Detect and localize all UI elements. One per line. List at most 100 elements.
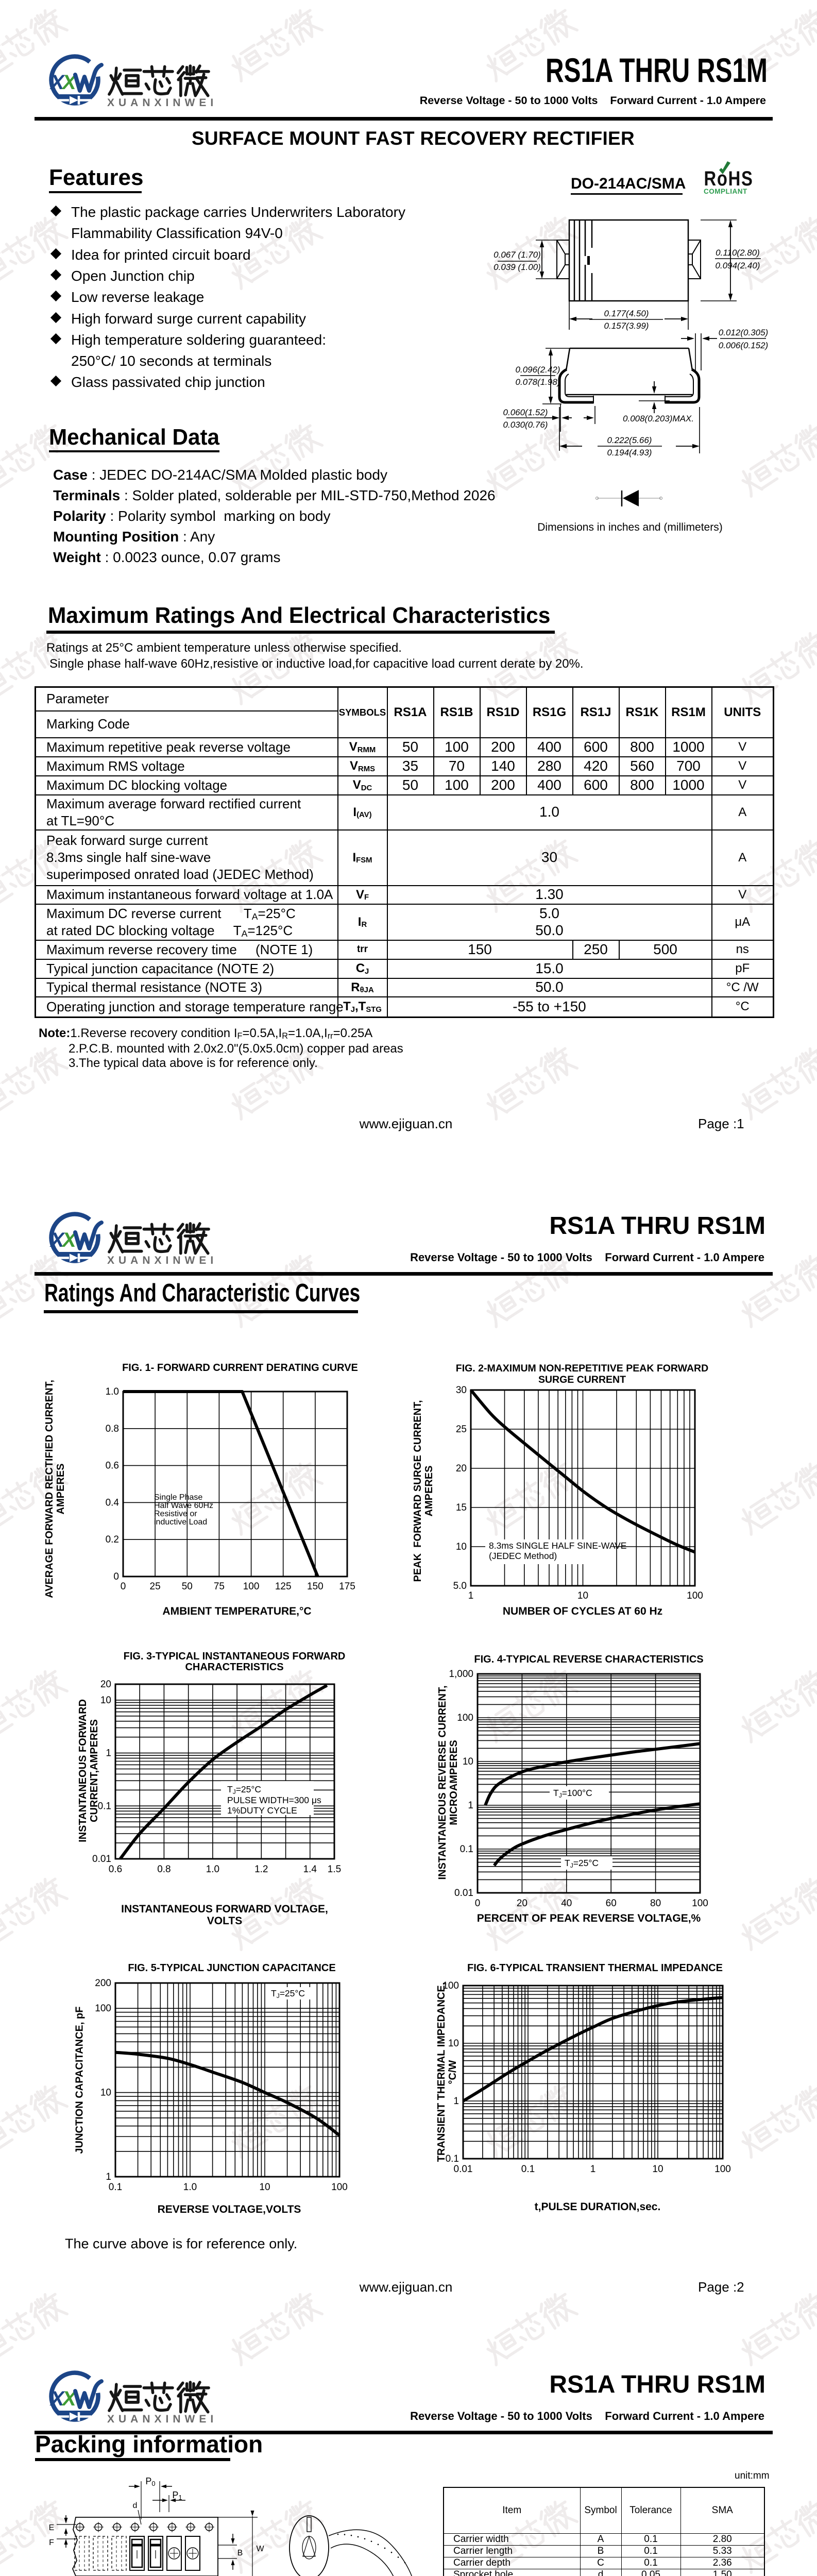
svg-text:X: X [49,1229,65,1251]
svg-text:0: 0 [121,1581,126,1592]
svg-text:0.039 (1.00): 0.039 (1.00) [493,262,541,272]
svg-text:50: 50 [182,1581,193,1592]
svg-text:0.067 (1.70): 0.067 (1.70) [493,250,541,260]
svg-text:0.060(1.52): 0.060(1.52) [503,408,548,417]
svg-text:P0: P0 [145,2476,155,2487]
svg-text:P1: P1 [172,2490,182,2501]
svg-text:0.030(0.76): 0.030(0.76) [503,420,548,430]
svg-text:0.01: 0.01 [92,1854,111,1865]
svg-text:TJ=25°C: TJ=25°C [227,1784,261,1795]
svg-text:200: 200 [95,1978,111,1989]
svg-text:F: F [49,2538,54,2547]
svg-text:0.8: 0.8 [106,1423,119,1434]
svg-text:1.0: 1.0 [206,1864,219,1875]
svg-text:X: X [49,2387,65,2410]
svg-text:1.0: 1.0 [106,1386,119,1397]
svg-text:B: B [237,2549,243,2557]
svg-text:8.3ms SINGLE HALF SINE-WAVE: 8.3ms SINGLE HALF SINE-WAVE [489,1540,626,1551]
svg-text:100: 100 [331,2182,348,2193]
svg-text:0.2: 0.2 [106,1534,119,1545]
svg-text:Single Phase: Single Phase [154,1493,202,1502]
svg-text:1: 1 [106,1748,111,1759]
svg-text:0: 0 [475,1898,481,1909]
svg-text:100: 100 [714,2164,731,2175]
svg-text:20: 20 [100,1679,111,1690]
svg-text:1.5: 1.5 [328,1864,341,1875]
svg-text:1: 1 [106,2172,111,2182]
svg-text:Resistive or: Resistive or [154,1510,197,1518]
svg-text:0.8: 0.8 [157,1864,171,1875]
svg-text:25: 25 [150,1581,161,1592]
svg-text:Half Wave 60Hz: Half Wave 60Hz [154,1501,213,1510]
svg-text:TJ=25°C: TJ=25°C [565,1858,599,1869]
svg-text:1: 1 [590,2164,596,2175]
svg-text:0.222(5.66): 0.222(5.66) [607,435,652,445]
svg-text:1: 1 [468,1800,473,1811]
svg-text:15: 15 [456,1502,467,1513]
svg-text:0.1: 0.1 [98,1801,111,1811]
svg-text:1.0: 1.0 [183,2182,197,2193]
svg-text:0.1: 0.1 [109,2182,122,2193]
svg-text:100: 100 [692,1898,708,1909]
svg-text:0.110(2.80): 0.110(2.80) [716,248,760,258]
svg-text:10: 10 [448,2038,459,2049]
svg-text:10: 10 [652,2164,663,2175]
svg-text:0.096(2.42): 0.096(2.42) [516,365,560,375]
svg-text:0.078(1.98): 0.078(1.98) [516,377,560,387]
svg-text:TJ=100°C: TJ=100°C [553,1788,592,1799]
svg-text:10: 10 [259,2182,270,2193]
svg-text:0.6: 0.6 [109,1864,122,1875]
svg-text:10: 10 [100,2088,111,2098]
svg-text:60: 60 [606,1898,617,1909]
svg-text:1: 1 [468,1590,474,1601]
svg-text:TJ=25°C: TJ=25°C [271,1988,305,1999]
svg-text:0.006(0.152): 0.006(0.152) [719,341,768,350]
svg-text:0: 0 [113,1571,119,1582]
svg-text:0.1: 0.1 [460,1844,473,1855]
svg-text:0.1: 0.1 [521,2164,535,2175]
svg-text:W: W [256,2545,264,2553]
svg-text:75: 75 [214,1581,225,1592]
svg-text:1.2: 1.2 [254,1864,268,1875]
svg-text:0.177(4.50): 0.177(4.50) [604,309,649,318]
svg-text:10: 10 [463,1756,473,1767]
svg-text:0.194(4.93): 0.194(4.93) [607,448,652,457]
svg-text:0.6: 0.6 [106,1461,119,1471]
svg-text:175: 175 [339,1581,355,1592]
svg-text:10: 10 [577,1590,588,1601]
svg-text:100: 100 [243,1581,260,1592]
svg-text:100: 100 [95,2003,111,2014]
svg-text:E: E [49,2523,55,2532]
svg-text:80: 80 [650,1898,661,1909]
svg-text:0.01: 0.01 [454,1888,473,1899]
svg-text:1,000: 1,000 [449,1669,473,1680]
svg-text:RoHS: RoHS [704,167,753,190]
svg-text:40: 40 [561,1898,572,1909]
svg-text:10: 10 [456,1541,467,1552]
svg-text:COMPLIANT: COMPLIANT [704,188,747,195]
svg-text:0.1: 0.1 [446,2154,459,2164]
svg-text:5.0: 5.0 [453,1581,467,1591]
svg-text:inductive Load: inductive Load [154,1518,207,1527]
svg-text:10: 10 [100,1695,111,1706]
svg-text:150: 150 [307,1581,324,1592]
svg-text:100: 100 [687,1590,703,1601]
svg-text:125: 125 [275,1581,292,1592]
svg-text:100: 100 [457,1713,473,1723]
svg-text:0.157(3.99): 0.157(3.99) [604,321,649,331]
svg-text:0.008(0.203)MAX.: 0.008(0.203)MAX. [623,414,694,423]
svg-text:1.4: 1.4 [303,1864,317,1875]
svg-text:0.094(2.40): 0.094(2.40) [716,261,760,270]
svg-text:PULSE WIDTH=300 μs: PULSE WIDTH=300 μs [227,1795,321,1805]
svg-text:0.4: 0.4 [106,1497,120,1508]
svg-text:0.012(0.305): 0.012(0.305) [719,328,768,337]
svg-text:25: 25 [456,1424,467,1435]
svg-text:20: 20 [517,1898,527,1909]
svg-text:30: 30 [456,1385,467,1396]
svg-text:d: d [133,2501,138,2510]
svg-text:1%DUTY CYCLE: 1%DUTY CYCLE [227,1805,297,1816]
svg-text:(JEDEC Method): (JEDEC Method) [489,1551,557,1561]
svg-text:X: X [49,71,65,94]
svg-text:0.01: 0.01 [454,2164,473,2175]
svg-text:20: 20 [456,1463,467,1474]
